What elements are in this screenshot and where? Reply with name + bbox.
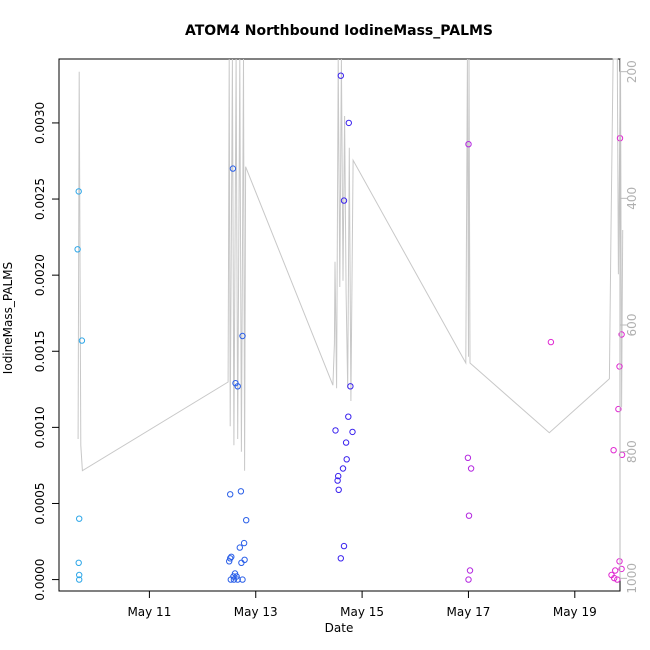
data-point (466, 567, 474, 574)
data-point (349, 428, 356, 436)
data-point (236, 544, 244, 551)
data-point (610, 447, 617, 454)
data-point (345, 413, 352, 420)
y-axis: 0.0000 0.0005 0.0010 0.0015 0.0020 0.0025 0.00… (33, 102, 60, 601)
data-point (234, 576, 241, 583)
data-point (465, 141, 472, 148)
data-point (76, 571, 83, 579)
x-axis-label: Date (325, 621, 354, 635)
data-point (345, 119, 352, 127)
x-tick-label: May 15 (340, 605, 384, 619)
data-point (339, 465, 347, 472)
data-point (335, 486, 342, 493)
data-point (240, 539, 248, 547)
data-point (229, 165, 237, 172)
x-tick-label: May 11 (127, 605, 171, 619)
x-tick-label: May 17 (446, 605, 490, 619)
data-point (464, 454, 472, 461)
x-tick-label: May 19 (553, 605, 597, 619)
y-tick-label: 0.0015 (33, 330, 47, 372)
data-point (465, 512, 473, 519)
data-point (234, 383, 241, 390)
series-1 (74, 188, 86, 583)
data-point (618, 565, 625, 573)
data-point (76, 576, 83, 583)
data-point (78, 337, 86, 344)
data-point (237, 488, 245, 495)
y2-tick-label: 1000 (625, 563, 639, 594)
plot-frame (58, 58, 621, 592)
data-point (342, 439, 350, 446)
data-point (74, 246, 81, 253)
data-point (76, 515, 83, 522)
data-point (226, 558, 233, 565)
data-point (227, 576, 235, 583)
y-tick-label: 0.0000 (33, 559, 47, 601)
data-point (227, 555, 234, 562)
data-point (547, 338, 555, 346)
data-point (337, 72, 344, 79)
data-point (465, 576, 472, 583)
chart-title: ATOM4 Northbound IodineMass_PALMS (185, 23, 493, 39)
data-point (611, 574, 618, 582)
data-point (75, 188, 82, 195)
y-axis-label: IodineMass_PALMS (1, 262, 15, 374)
y2-tick-label: 800 (625, 440, 639, 463)
data-points (74, 72, 626, 583)
series-4 (464, 141, 475, 583)
y2-tick-label: 400 (625, 187, 639, 210)
altitude-line (77, 58, 624, 472)
data-point (243, 517, 250, 524)
y2-tick-label: 600 (625, 314, 639, 337)
data-point (230, 576, 238, 583)
data-point (239, 332, 246, 340)
data-point (340, 197, 348, 204)
data-point (347, 383, 354, 390)
y-tick-label: 0.0030 (33, 102, 47, 144)
data-point (618, 331, 625, 338)
data-point (241, 556, 248, 563)
data-point (337, 555, 344, 562)
data-point (227, 491, 234, 498)
data-point (614, 576, 621, 583)
data-point (335, 472, 342, 480)
y2-tick-label: 200 (625, 60, 639, 83)
x-tick-label: May 13 (234, 605, 278, 619)
data-point (612, 567, 619, 574)
series-3 (332, 72, 356, 562)
x-axis: May 11 May 13 May 15 May 17 May 19 (127, 590, 597, 619)
altitude-trace (77, 58, 624, 472)
data-point (615, 405, 622, 413)
data-point (334, 477, 341, 484)
data-point (75, 559, 82, 566)
data-point (340, 542, 348, 550)
y-tick-label: 0.0025 (33, 178, 47, 220)
y-tick-label: 0.0020 (33, 254, 47, 296)
y-tick-label: 0.0005 (33, 483, 47, 525)
data-point (332, 427, 339, 434)
data-point (239, 576, 246, 583)
data-point (467, 465, 475, 472)
secondary-y-axis: 200 400 600 800 1000 (619, 60, 639, 594)
series-5 (547, 135, 626, 583)
data-point (238, 559, 245, 566)
series-2 (226, 165, 250, 583)
data-point (343, 456, 350, 463)
y-tick-label: 0.0010 (33, 406, 47, 448)
